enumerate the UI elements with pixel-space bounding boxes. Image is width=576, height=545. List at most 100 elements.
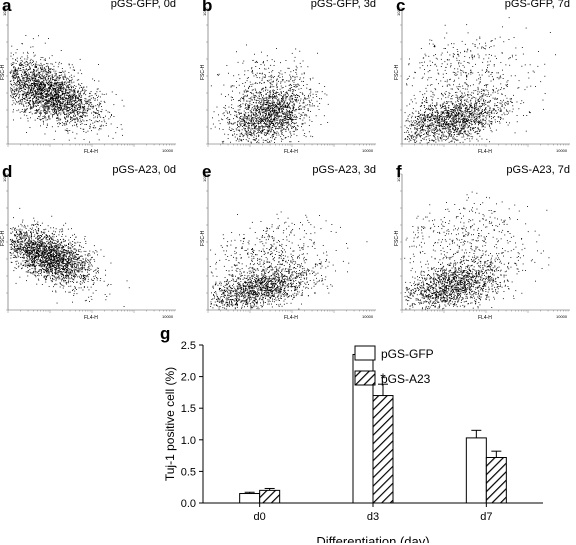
- scatter-dot: [511, 102, 513, 103]
- scatter-dot: [25, 97, 27, 99]
- scatter-dot: [477, 89, 479, 91]
- scatter-dot: [292, 101, 294, 102]
- scatter-dot: [78, 104, 80, 106]
- scatter-dot: [35, 75, 36, 77]
- scatter-dot: [447, 101, 448, 103]
- scatter-dot: [78, 93, 80, 94]
- scatter-dot: [283, 114, 285, 115]
- scatter-dot: [67, 130, 69, 131]
- scatter-dot: [35, 96, 37, 97]
- scatter-dot: [40, 71, 42, 72]
- scatter-dot: [16, 102, 18, 104]
- scatter-dot: [319, 103, 321, 104]
- scatter-dot: [500, 77, 502, 79]
- scatter-dot: [304, 115, 306, 116]
- scatter-dot: [51, 90, 53, 92]
- scatter-dot: [489, 100, 491, 102]
- scatter-dot: [279, 106, 281, 108]
- scatter-dot: [267, 116, 269, 118]
- scatter-dot: [244, 70, 246, 72]
- scatter-dot: [290, 89, 292, 91]
- scatter-dot: [428, 118, 429, 120]
- scatter-dot: [38, 116, 40, 117]
- scatter-dot: [30, 106, 32, 108]
- scatter-dot: [28, 92, 29, 94]
- scatter-dot: [294, 114, 296, 116]
- scatter-dot: [268, 79, 270, 81]
- scatter-dot: [60, 50, 62, 51]
- scatter-dot: [259, 100, 260, 102]
- scatter-dot: [50, 86, 52, 87]
- scatter-dot: [287, 119, 289, 121]
- scatter-dot: [246, 131, 248, 132]
- scatter-dot: [46, 80, 48, 82]
- scatter-dot: [250, 131, 251, 133]
- scatter-dot: [32, 70, 34, 72]
- scatter-dot: [53, 92, 54, 94]
- scatter-dot: [227, 134, 229, 136]
- scatter-dot: [22, 93, 24, 95]
- scatter-dot: [242, 122, 244, 124]
- scatter-dot: [478, 109, 480, 111]
- scatter-dot: [293, 119, 295, 120]
- scatter-dot: [75, 95, 77, 97]
- scatter-dot: [33, 70, 35, 72]
- scatter-dot: [243, 134, 245, 136]
- scatter-dot: [239, 119, 241, 121]
- scatter-dot: [256, 110, 258, 112]
- scatter-dot: [31, 107, 33, 109]
- scatter-dot: [278, 80, 279, 82]
- scatter-dot: [67, 97, 69, 99]
- scatter-dot: [54, 88, 56, 90]
- scatter-dot: [300, 88, 302, 89]
- scatter-dot: [307, 110, 309, 112]
- scatter-dot: [27, 85, 29, 87]
- scatter-dot: [43, 104, 45, 106]
- scatter-dot: [273, 94, 274, 95]
- scatter-dot: [306, 98, 308, 100]
- scatter-dot: [431, 102, 433, 104]
- scatter-dot: [432, 115, 434, 117]
- scatter-dot: [100, 103, 102, 105]
- scatter-dot: [245, 121, 247, 123]
- scatter-dot: [60, 94, 62, 96]
- scatter-dot: [432, 61, 433, 63]
- scatter-dot: [45, 76, 47, 77]
- scatter-dot: [280, 62, 281, 64]
- scatter-dot: [48, 118, 50, 120]
- scatter-dot: [430, 84, 431, 86]
- scatter-dot: [53, 98, 55, 100]
- scatter-dot: [45, 104, 46, 106]
- scatter-dot: [282, 121, 284, 123]
- scatter-dot: [290, 78, 292, 80]
- scatter-dot: [482, 115, 484, 117]
- scatter-dot: [271, 106, 273, 108]
- scatter-dot: [433, 132, 434, 134]
- scatter-dot: [53, 90, 55, 92]
- scatter-dot: [58, 90, 59, 92]
- scatter-dot: [66, 121, 68, 123]
- scatter-dot: [31, 107, 33, 108]
- scatter-dot: [299, 105, 301, 107]
- scatter-dot: [51, 97, 53, 99]
- scatter-dot: [84, 108, 86, 109]
- scatter-dot: [299, 118, 301, 119]
- scatter-dot: [277, 99, 279, 101]
- scatter-dot: [34, 83, 35, 84]
- scatter-dot: [253, 105, 255, 107]
- scatter-dot: [269, 110, 271, 112]
- scatter-dot: [49, 71, 51, 72]
- scatter-dot: [268, 95, 270, 97]
- scatter-dot: [55, 130, 56, 132]
- scatter-dot: [270, 107, 272, 109]
- scatter-dot: [33, 97, 35, 98]
- scatter-dot: [285, 119, 287, 121]
- scatter-dot: [23, 75, 25, 76]
- scatter-dot: [47, 96, 49, 98]
- scatter-dot: [67, 116, 69, 118]
- scatter-dot: [267, 108, 269, 110]
- scatter-dot: [450, 98, 452, 100]
- scatter-dot: [245, 89, 247, 91]
- scatter-dot: [277, 111, 279, 113]
- scatter-dot: [37, 110, 39, 112]
